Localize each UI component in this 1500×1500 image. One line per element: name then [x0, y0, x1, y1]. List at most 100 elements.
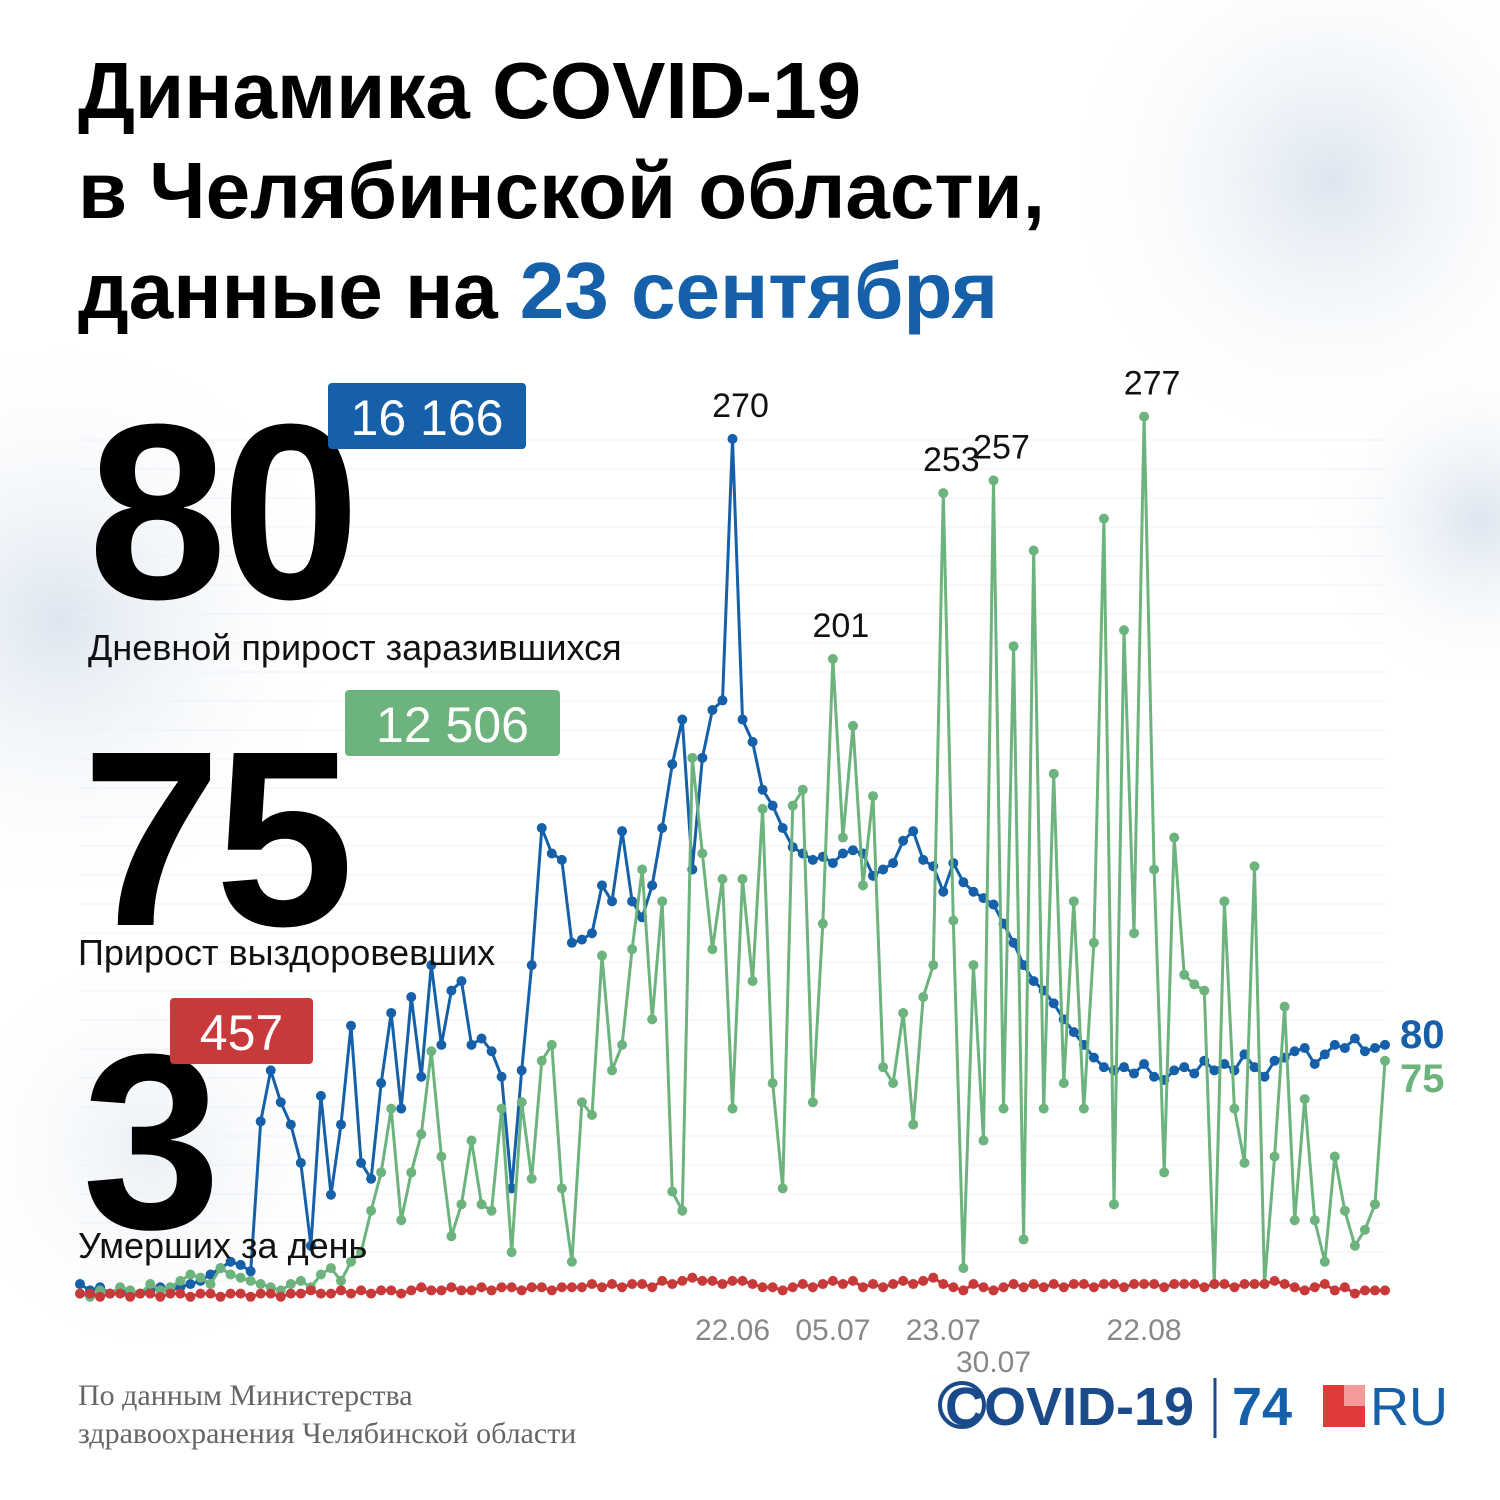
title-line: в Челябинской области, — [78, 146, 1045, 235]
data-point — [1219, 1279, 1230, 1290]
data-point — [1048, 1279, 1059, 1290]
data-point — [1018, 1234, 1029, 1245]
data-point — [1319, 1279, 1330, 1290]
data-point — [325, 1263, 336, 1274]
data-point — [536, 1055, 547, 1066]
data-point — [1319, 1256, 1330, 1267]
data-point — [1349, 1288, 1360, 1299]
data-point — [1048, 768, 1059, 779]
data-point — [1289, 1046, 1300, 1057]
data-point — [737, 874, 748, 885]
data-point — [757, 784, 768, 795]
data-point — [968, 886, 979, 897]
data-point — [888, 1078, 899, 1089]
data-point — [797, 1279, 808, 1290]
data-point — [1179, 1062, 1190, 1073]
data-point — [1380, 1055, 1390, 1066]
data-point — [416, 1282, 427, 1293]
data-point — [1018, 1282, 1029, 1293]
data-point — [637, 1279, 648, 1290]
data-point — [1380, 1285, 1390, 1296]
data-point — [657, 1275, 668, 1286]
data-point — [847, 720, 858, 731]
data-point — [837, 1279, 848, 1290]
data-point — [446, 985, 457, 996]
data-point — [526, 960, 537, 971]
data-point — [958, 1285, 969, 1296]
data-point — [566, 1282, 577, 1293]
total-box — [170, 998, 313, 1064]
data-point — [647, 880, 658, 891]
data-point — [255, 1116, 266, 1127]
data-point — [847, 845, 858, 856]
data-point — [898, 835, 909, 846]
data-point — [235, 1288, 246, 1299]
data-point — [998, 1282, 1009, 1293]
data-point — [576, 1282, 587, 1293]
total-value: 12 506 — [376, 697, 529, 753]
data-point — [1068, 1279, 1079, 1290]
title-line: данные на 23 сентября — [78, 246, 998, 335]
data-point — [1139, 411, 1150, 422]
data-point — [647, 1282, 658, 1293]
source: По данным Министерства — [78, 1379, 413, 1412]
data-point — [868, 1279, 879, 1290]
data-point — [627, 1279, 638, 1290]
data-point — [205, 1279, 216, 1290]
data-point — [346, 1256, 357, 1267]
data-point — [145, 1288, 156, 1299]
data-point — [928, 960, 939, 971]
data-point — [245, 1291, 256, 1302]
data-point — [1369, 1043, 1380, 1054]
data-point — [1309, 1282, 1320, 1293]
background — [0, 0, 1500, 1370]
data-point — [476, 1282, 487, 1293]
data-point — [506, 1247, 517, 1258]
data-point — [697, 848, 708, 859]
data-point — [526, 1173, 537, 1184]
data-point — [516, 1285, 527, 1296]
data-point — [1269, 1055, 1280, 1066]
data-point — [1189, 979, 1200, 990]
data-point — [295, 1275, 306, 1286]
data-point — [1239, 1157, 1250, 1168]
data-point — [1299, 1094, 1310, 1105]
data-point — [1380, 1039, 1390, 1050]
title-line: Динамика COVID-19 — [78, 46, 861, 135]
stat-number: 75 — [82, 699, 348, 978]
data-point — [105, 1288, 116, 1299]
data-point — [707, 704, 718, 715]
data-point — [536, 822, 547, 833]
data-point — [235, 1259, 246, 1270]
data-point — [1038, 1282, 1049, 1293]
data-point — [958, 877, 969, 888]
data-point — [576, 934, 587, 945]
data-point — [1119, 625, 1129, 636]
data-point — [466, 1285, 477, 1296]
data-point — [968, 960, 979, 971]
data-point — [1319, 1049, 1330, 1060]
data-point — [336, 1275, 346, 1286]
source: здравоохранения Челябинской области — [78, 1417, 576, 1450]
data-point — [586, 1279, 597, 1290]
data-point — [1339, 1043, 1350, 1054]
data-point — [125, 1291, 136, 1302]
data-point — [466, 1135, 477, 1146]
data-point — [817, 1279, 828, 1290]
data-point — [827, 1275, 838, 1286]
data-point — [988, 475, 999, 486]
data-point — [1349, 1033, 1360, 1044]
logo: COVID-19 74 RU — [938, 1377, 1448, 1438]
data-point — [697, 752, 708, 763]
data-point — [727, 1103, 738, 1114]
data-point — [1058, 1282, 1069, 1293]
data-point — [1008, 1279, 1019, 1290]
x-tick-label: 22.08 — [1107, 1314, 1182, 1347]
total-box — [328, 383, 526, 449]
data-point — [1279, 1001, 1290, 1012]
data-point — [566, 1256, 577, 1267]
data-point — [1149, 1279, 1160, 1290]
data-point — [717, 695, 728, 706]
data-point — [1229, 1282, 1240, 1293]
peak-label: 270 — [712, 387, 769, 425]
